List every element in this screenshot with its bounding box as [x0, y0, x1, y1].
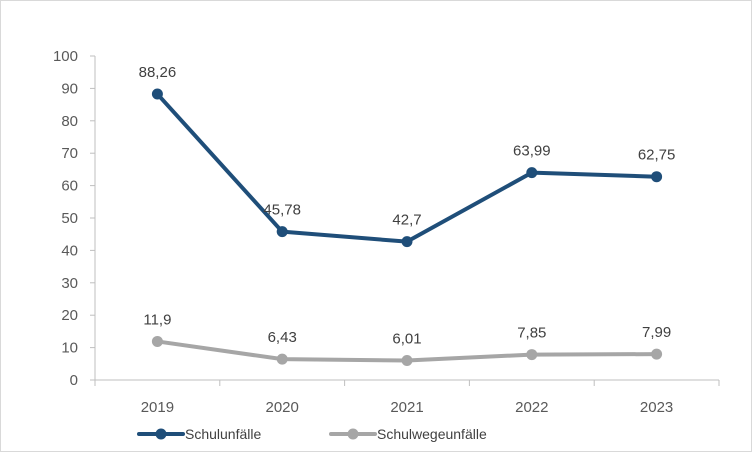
x-tick-label: 2021 [390, 399, 423, 416]
y-tick-label: 10 [61, 340, 78, 357]
data-point [651, 171, 663, 183]
data-point [151, 88, 163, 100]
data-label: 62,75 [638, 147, 676, 164]
legend: Schulunfälle Schulwegeunfälle [137, 426, 487, 442]
x-tick-label: 2019 [141, 399, 174, 416]
data-label: 88,26 [139, 64, 177, 81]
y-tick-label: 40 [61, 242, 78, 259]
data-point [401, 355, 413, 367]
data-label: 63,99 [513, 143, 551, 160]
legend-swatch-marker [347, 428, 359, 440]
series-1: 88,26 45,78 42,7 63,99 62,75 [139, 64, 676, 248]
data-label: 45,78 [263, 202, 301, 219]
y-tick-label: 0 [70, 372, 78, 389]
data-point [526, 167, 538, 179]
legend-label: Schulunfälle [185, 426, 261, 442]
legend-item-1: Schulunfälle [137, 426, 261, 442]
y-tick-label: 20 [61, 307, 78, 324]
legend-swatch-marker [155, 428, 167, 440]
y-tick-label: 100 [53, 48, 78, 65]
data-point [526, 349, 538, 361]
data-point [276, 226, 288, 238]
data-point [401, 236, 413, 248]
y-tick-label: 90 [61, 80, 78, 97]
data-point [276, 353, 288, 365]
data-label: 6,43 [268, 329, 297, 346]
legend-label: Schulwegeunfälle [377, 426, 487, 442]
y-tick-label: 60 [61, 178, 78, 195]
data-label: 6,01 [392, 331, 421, 348]
y-tick-label: 80 [61, 113, 78, 130]
data-label: 7,85 [517, 325, 546, 342]
data-label: 7,99 [642, 324, 671, 341]
data-point [151, 335, 163, 347]
axes: 0 10 20 30 40 50 60 70 80 90 100 2019 2020 2021 2022 20… [53, 48, 720, 416]
y-tick-label: 50 [61, 210, 78, 227]
series-2: 11,9 6,43 6,01 7,85 7,99 [143, 311, 671, 367]
series-layer: 88,26 45,78 42,7 63,99 62,75 11,9 6,43 6,01 7,85… [139, 64, 676, 367]
x-tick-label: 2020 [266, 399, 299, 416]
x-tick-label: 2022 [515, 399, 548, 416]
data-label: 11,9 [143, 311, 171, 328]
data-label: 42,7 [392, 212, 421, 229]
legend-item-2: Schulwegeunfälle [329, 426, 487, 442]
y-tick-label: 30 [61, 275, 78, 292]
data-point [651, 348, 663, 360]
y-tick-label: 70 [61, 145, 78, 162]
x-tick-label: 2023 [640, 399, 673, 416]
